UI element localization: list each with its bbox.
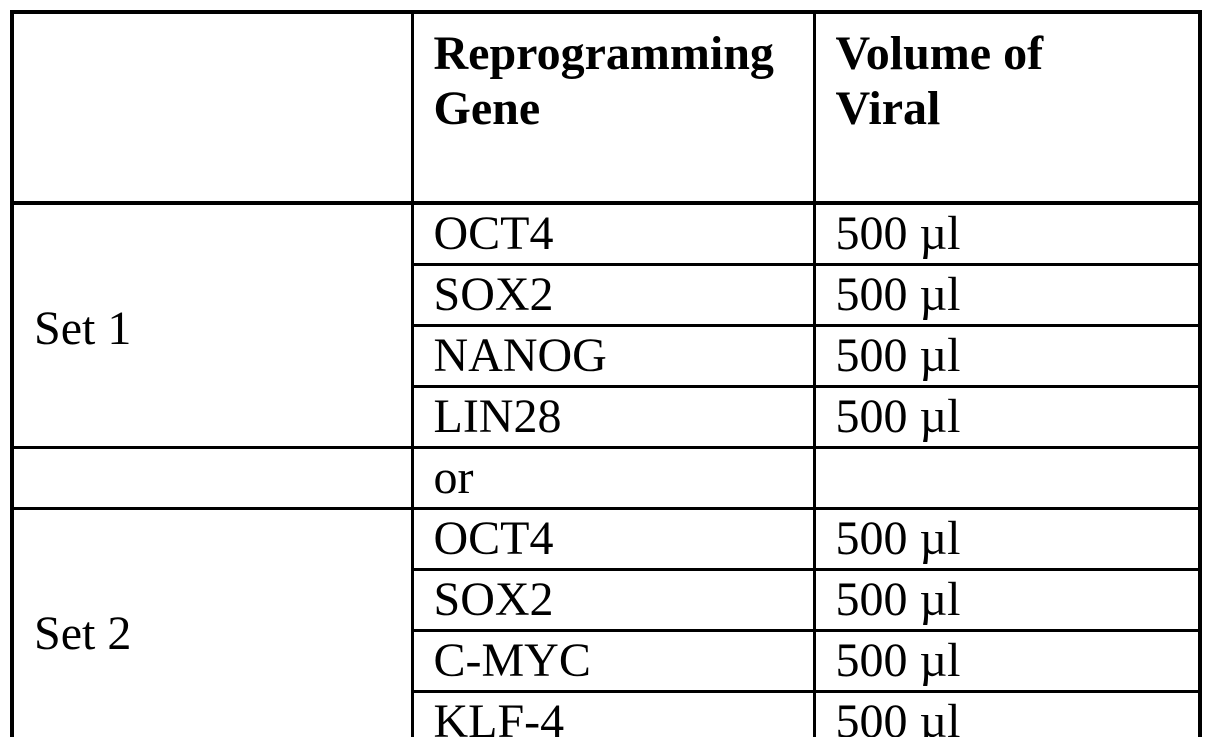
volume-cell-set1-sox2: 500 µl <box>812 263 1202 327</box>
or-row-volume-cell <box>812 446 1202 510</box>
volume-cell-set2-cmyc: 500 µl <box>812 629 1202 693</box>
reprogramming-gene-table: Reprogramming Gene Volume of Viral Set 1… <box>10 10 1202 737</box>
gene-cell-set1-oct4: OCT4 <box>410 201 816 266</box>
header-gene-line1: Reprogramming <box>433 27 774 80</box>
or-cell: or <box>410 446 816 510</box>
or-row-left-cell <box>10 446 414 510</box>
volume-cell-set1-nanog: 500 µl <box>812 324 1202 388</box>
header-gene-line2: Gene <box>433 82 541 136</box>
gene-cell-set2-cmyc: C-MYC <box>410 629 816 693</box>
volume-cell-set2-klf4: 500 µl <box>812 690 1202 737</box>
gene-cell-set2-oct4: OCT4 <box>410 507 816 571</box>
set2-row-cmyc: C-MYC 500 µl <box>12 629 1202 693</box>
set2-row-oct4: Set 2 OCT4 500 µl <box>10 507 1202 737</box>
set1-label-cell: Set 1 <box>10 201 414 449</box>
set1-row-lin28: LIN28 500 µl <box>12 385 1202 449</box>
volume-cell-set1-lin28: 500 µl <box>812 385 1202 449</box>
or-separator-row: or <box>10 446 1202 510</box>
volume-cell-set2-oct4: 500 µl <box>812 507 1202 571</box>
gene-cell-set2-klf4: KLF-4 <box>410 690 816 737</box>
volume-cell-set2-sox2: 500 µl <box>812 568 1202 632</box>
set1-row-sox2: SOX2 500 µl <box>12 263 1202 327</box>
volume-cell-set1-oct4: 500 µl <box>812 201 1202 266</box>
gene-cell-set1-sox2: SOX2 <box>410 263 816 327</box>
gene-cell-set1-lin28: LIN28 <box>410 385 816 449</box>
set2-row-klf4: KLF-4 500 µl <box>12 690 1202 737</box>
set2-label-cell: Set 2 <box>10 507 414 737</box>
gene-cell-set2-sox2: SOX2 <box>410 568 816 632</box>
header-corner-cell <box>10 10 414 205</box>
header-cell-volume-of-viral: Volume of Viral <box>812 10 1202 205</box>
set1-row-nanog: NANOG 500 µl <box>12 324 1202 388</box>
header-volume-line2: Viral <box>835 82 941 136</box>
header-cell-reprogramming-gene: Reprogramming Gene <box>410 10 816 205</box>
table-header-row: Reprogramming Gene Volume of Viral <box>10 10 1202 205</box>
gene-cell-set1-nanog: NANOG <box>410 324 816 388</box>
set2-row-sox2: SOX2 500 µl <box>12 568 1202 632</box>
set1-row-oct4: Set 1 OCT4 500 µl <box>10 201 1202 449</box>
header-volume-line1: Volume of <box>835 27 1044 80</box>
